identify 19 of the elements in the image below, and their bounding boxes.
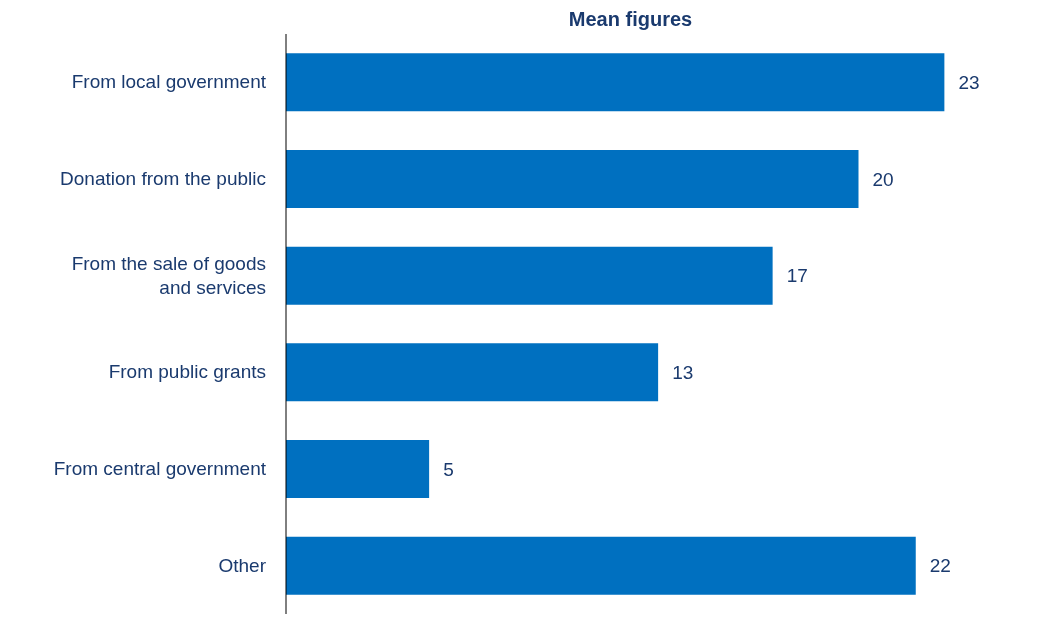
bar	[286, 343, 659, 402]
data-label: 17	[786, 265, 808, 287]
y-tick-label: From the sale of goods and services	[70, 251, 266, 300]
chart-title: Mean figures	[567, 8, 694, 32]
bar	[286, 150, 859, 208]
data-label: 13	[672, 362, 694, 384]
data-label: 5	[443, 458, 454, 480]
data-label: 20	[872, 168, 894, 190]
bar	[286, 246, 773, 305]
data-label: 23	[958, 72, 980, 94]
y-tick-label: From local government	[71, 70, 266, 95]
y-tick-label: Other	[218, 553, 266, 578]
bar	[286, 440, 430, 498]
bar	[286, 536, 916, 595]
y-tick-label: From central government	[53, 457, 266, 481]
data-label: 22	[929, 555, 951, 577]
y-tick-label: From public grants	[108, 360, 266, 385]
y-tick-label: Donation from the public	[60, 167, 266, 191]
bar	[286, 53, 945, 112]
